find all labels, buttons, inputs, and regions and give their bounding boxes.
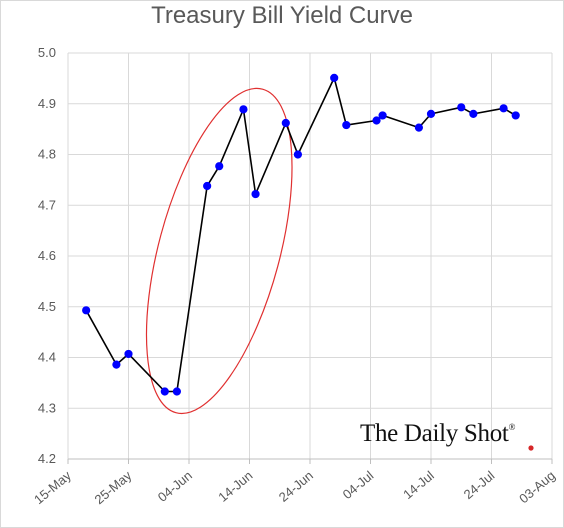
data-point bbox=[457, 103, 466, 112]
x-tick-label: 14-Jul bbox=[400, 468, 437, 502]
watermark: The Daily Shot® bbox=[360, 420, 515, 448]
data-point bbox=[499, 104, 508, 113]
data-point bbox=[215, 162, 224, 171]
y-tick-label: 4.6 bbox=[38, 248, 56, 263]
y-tick-label: 4.3 bbox=[38, 400, 56, 415]
watermark-mark: ® bbox=[508, 422, 516, 432]
watermark-dot bbox=[528, 445, 534, 451]
data-point bbox=[469, 109, 478, 119]
data-point bbox=[414, 123, 423, 132]
x-tick-label: 24-Jul bbox=[461, 468, 498, 502]
data-point bbox=[160, 387, 169, 396]
y-tick-label: 4.2 bbox=[38, 451, 56, 466]
data-point bbox=[124, 349, 133, 359]
x-tick-label: 03-Aug bbox=[516, 468, 558, 506]
x-tick-label: 25-May bbox=[92, 467, 135, 507]
x-tick-label: 24-Jun bbox=[276, 468, 316, 505]
data-point bbox=[330, 73, 339, 82]
x-tick-label: 15-May bbox=[31, 467, 74, 507]
gridlines bbox=[67, 52, 553, 460]
watermark-text: The Daily Shot bbox=[360, 420, 509, 447]
data-point bbox=[378, 111, 387, 120]
annotation-layer bbox=[145, 87, 293, 415]
x-tick-label: 04-Jul bbox=[340, 468, 377, 502]
data-point bbox=[293, 150, 302, 159]
chart-title: Treasury Bill Yield Curve bbox=[151, 2, 413, 29]
data-point bbox=[342, 120, 351, 130]
data-point bbox=[239, 105, 248, 114]
marker-layer bbox=[82, 73, 534, 451]
y-tick-label: 4.8 bbox=[38, 147, 56, 162]
data-point bbox=[172, 387, 181, 396]
data-point bbox=[112, 360, 121, 369]
x-tick-label: 14-Jun bbox=[215, 468, 255, 505]
y-tick-label: 4.5 bbox=[38, 299, 56, 314]
data-point bbox=[511, 111, 520, 120]
y-tick-label: 4.7 bbox=[38, 197, 56, 212]
data-point bbox=[251, 189, 260, 199]
annotation-ellipse bbox=[145, 87, 293, 415]
y-tick-label: 4.9 bbox=[38, 96, 56, 111]
y-tick-label: 5.0 bbox=[38, 45, 56, 60]
data-point bbox=[281, 118, 290, 128]
series-layer bbox=[85, 77, 517, 393]
series-line bbox=[85, 77, 517, 393]
data-point bbox=[426, 109, 436, 119]
data-point bbox=[82, 306, 91, 315]
x-tick-label: 04-Jun bbox=[155, 468, 195, 505]
data-point bbox=[372, 116, 381, 125]
data-point bbox=[203, 181, 212, 191]
y-tick-label: 4.4 bbox=[38, 350, 56, 365]
